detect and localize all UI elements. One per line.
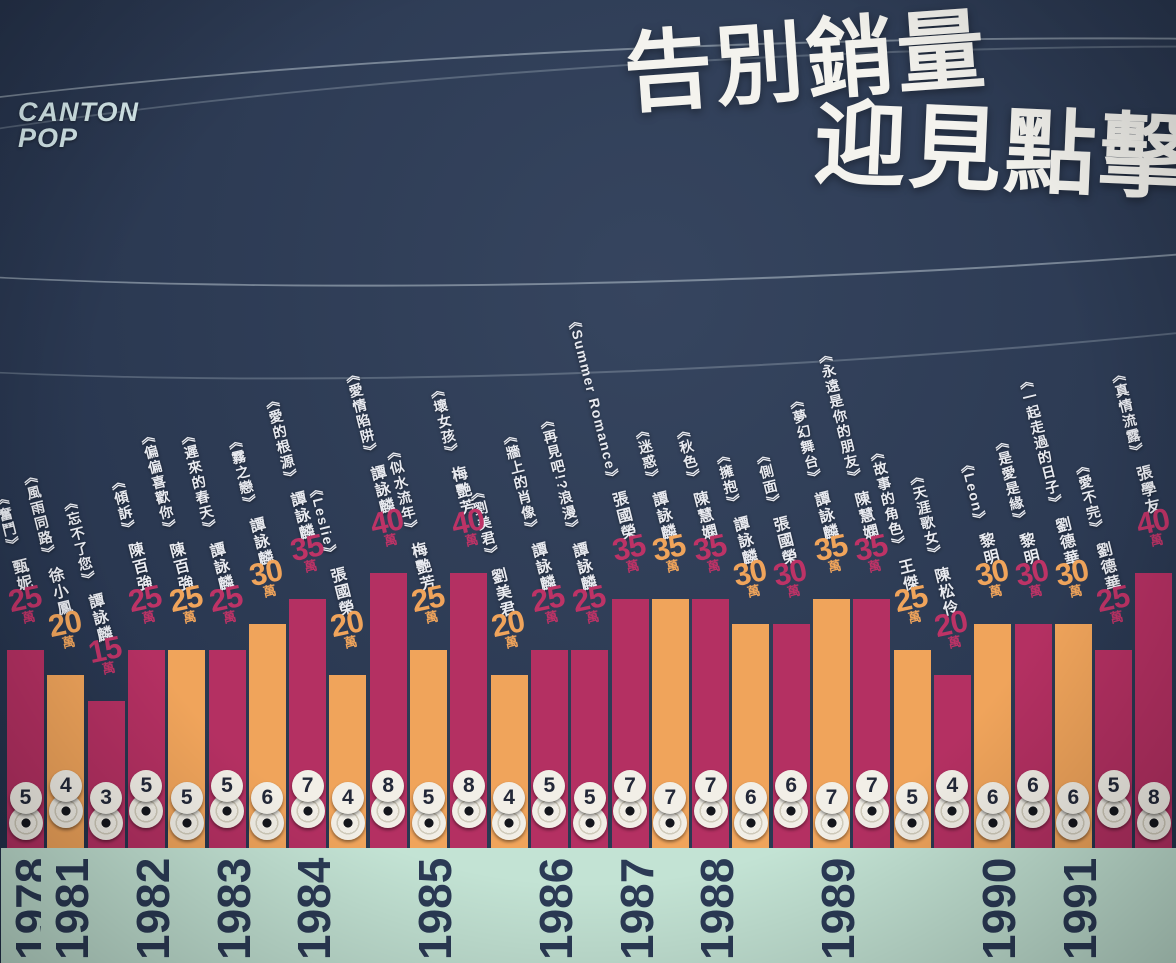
album-label: 《真情流露》張學友	[1106, 366, 1164, 518]
logo-line2: POP	[18, 122, 79, 153]
year-label: 1985	[409, 857, 461, 960]
platinum-count-badge: 8	[1137, 782, 1170, 814]
platinum-count-badge: 6	[734, 782, 767, 814]
album-label: 《傾訴》陳百強	[106, 472, 156, 594]
year-segment: 1986	[524, 848, 615, 963]
album-title: 《壞女孩》	[427, 381, 462, 461]
year-label: 1986	[529, 857, 582, 960]
platinum-count-badge: 8	[452, 770, 485, 802]
year-segment: 1989	[807, 848, 977, 963]
year-segment: 1991	[1048, 848, 1176, 963]
year-label: 1983	[207, 857, 260, 960]
platinum-count-badge: 7	[855, 770, 888, 802]
platinum-count-badge: 7	[614, 770, 646, 802]
platinum-count-badge: 3	[90, 782, 123, 814]
album-label: 《Leon》黎明	[954, 455, 1002, 568]
album-title: 《秋色》	[672, 422, 704, 487]
platinum-count-badge: 8	[372, 770, 405, 802]
platinum-count-badge: 4	[936, 770, 969, 802]
platinum-count-badge: 5	[130, 770, 163, 802]
main-title-line2: 迎見點擊	[811, 92, 1176, 212]
platinum-count-badge: 6	[1057, 782, 1090, 814]
album-title: 《愛不完》	[1072, 458, 1107, 538]
year-label: 1989	[812, 857, 864, 960]
album-title: 《擁抱》	[713, 447, 744, 512]
platinum-count-badge: 7	[694, 770, 727, 802]
album-title: 《再見吧!?浪漫》	[536, 412, 583, 538]
album-title: 《側面》	[753, 447, 784, 512]
platinum-count-badge: 6	[775, 770, 808, 802]
album-title: 《傾訴》	[108, 473, 140, 538]
album-title: 《偏偏喜歡你》	[137, 428, 180, 538]
platinum-count-badge: 7	[654, 782, 687, 814]
album-title: 《天涯歌女》	[907, 468, 946, 563]
album-title: 《是愛是緣》	[991, 434, 1030, 529]
album-label: 《霧之戀》譚詠麟	[223, 432, 277, 569]
album-label: 《愛的根源》譚詠麟	[259, 391, 317, 543]
platinum-count-badge: 5	[9, 782, 42, 814]
year-label: 1987	[610, 857, 663, 960]
platinum-count-badge: 6	[976, 782, 1009, 814]
platinum-count-badge: 5	[412, 782, 445, 814]
year-segment: 1987	[605, 848, 695, 963]
platinum-count-badge: 7	[291, 770, 324, 802]
album-title: 《忘不了您》	[60, 494, 99, 589]
year-label: 1981	[46, 857, 99, 960]
year-label: 1984	[288, 857, 341, 960]
album-label: 《秋色》陳慧嫻	[670, 421, 720, 543]
platinum-count-badge: 5	[573, 782, 606, 814]
album-title: 《迷惑》	[632, 422, 664, 487]
album-title: 《愛的根源》	[262, 392, 301, 487]
platinum-count-badge: 4	[49, 770, 82, 802]
year-segment: 1990	[968, 848, 1058, 963]
year-label: 1991	[1053, 857, 1106, 960]
platinum-count-badge: 5	[533, 770, 566, 802]
album-title: 《牆上的肖像》	[500, 428, 543, 538]
platinum-count-badge: 5	[170, 782, 203, 814]
year-segment: 1988	[686, 848, 816, 963]
album-title: 《奮鬥》	[0, 489, 23, 554]
platinum-count-badge: 7	[815, 782, 848, 814]
album-title: 《真情流露》	[1108, 366, 1147, 461]
year-segment: 1982	[121, 848, 212, 963]
album-label: 《側面》張國榮	[750, 447, 800, 569]
year-segment: 1981	[41, 848, 131, 963]
platinum-count-badge: 4	[331, 782, 364, 814]
album-label: 《愛情陷阱》譚詠麟	[340, 366, 398, 518]
platinum-count-badge: 6	[1017, 770, 1049, 802]
platinum-count-badge: 5	[1097, 770, 1130, 802]
year-label: 1988	[691, 857, 744, 960]
year-segment: 1984	[283, 848, 413, 963]
canton-pop-logo: CANTON POP	[18, 97, 140, 153]
album-title: 《霧之戀》	[225, 432, 261, 512]
platinum-count-badge: 4	[493, 782, 526, 814]
year-segment: 1983	[202, 848, 292, 963]
year-segment: 1985	[404, 848, 534, 963]
platinum-count-badge: 5	[896, 782, 929, 814]
sales-value: 40 萬	[1123, 501, 1176, 552]
album-title: 《愛情陷阱》	[342, 366, 381, 461]
year-label: 1990	[973, 857, 1026, 960]
album-title: 《Leon》	[956, 455, 990, 529]
album-title: 《遲來的春天》	[177, 428, 220, 538]
album-title: 《夢幻舞台》	[786, 392, 825, 487]
platinum-count-badge: 5	[211, 770, 243, 802]
year-label: 1982	[126, 857, 179, 960]
album-title: 《風雨同路》	[20, 468, 59, 563]
logo-line1: CANTON	[18, 97, 140, 127]
platinum-count-badge: 6	[251, 782, 284, 814]
